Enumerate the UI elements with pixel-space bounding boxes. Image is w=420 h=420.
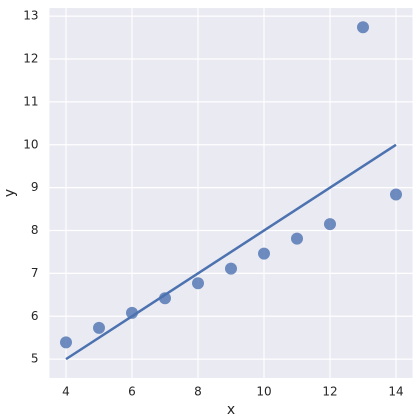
point — [357, 21, 369, 34]
y-tick-label: 10 — [23, 137, 38, 151]
y-tick-label: 11 — [23, 94, 38, 108]
y-tick-label: 13 — [23, 9, 38, 23]
y-tick-label: 6 — [31, 309, 39, 323]
point — [291, 232, 303, 245]
plot-area — [49, 8, 413, 378]
y-tick-label: 5 — [31, 352, 39, 366]
x-tick-label: 10 — [256, 385, 271, 399]
x-tick-label: 8 — [194, 385, 202, 399]
y-tick-label: 9 — [31, 180, 39, 194]
y-tick-label: 8 — [31, 223, 39, 237]
point — [258, 247, 270, 260]
point — [93, 321, 105, 334]
x-tick-label: 6 — [128, 385, 136, 399]
fit-line — [65, 143, 397, 361]
x-tick-label: 14 — [388, 385, 403, 399]
y-tick-label: 7 — [31, 266, 39, 280]
point — [192, 277, 204, 290]
x-axis-label: x — [227, 402, 235, 418]
point — [159, 292, 171, 305]
x-tick-label: 4 — [62, 385, 70, 399]
point — [324, 218, 336, 231]
point — [60, 336, 72, 349]
x-tick-label: 12 — [322, 385, 337, 399]
y-tick-label: 12 — [23, 52, 38, 66]
point — [390, 188, 402, 201]
y-axis-label: y — [2, 189, 18, 197]
point — [225, 262, 237, 275]
point — [126, 306, 138, 319]
